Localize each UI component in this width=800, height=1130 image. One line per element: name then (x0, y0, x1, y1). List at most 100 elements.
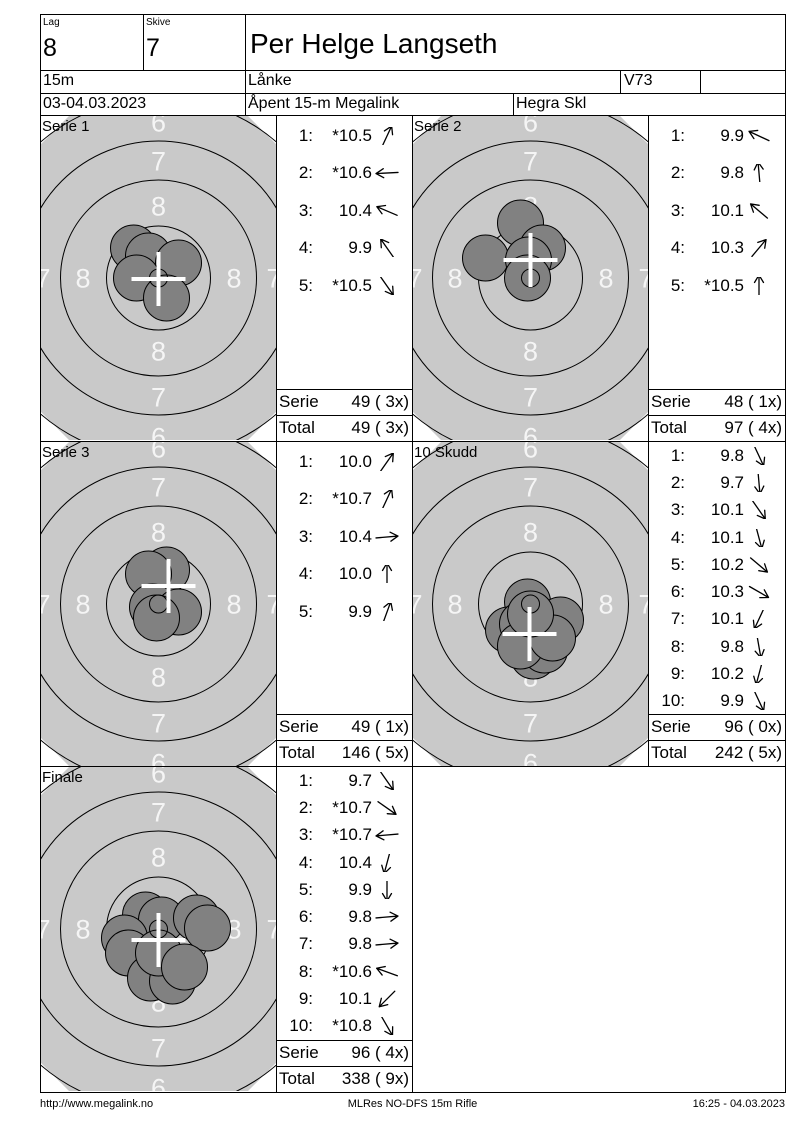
ring-number: 8 (151, 337, 166, 367)
shot-direction-arrow (754, 528, 765, 547)
shot-number: 8: (670, 636, 685, 656)
ring-number: 6 (151, 749, 166, 767)
shot-number: 4: (298, 238, 313, 258)
ring-number: 7 (413, 264, 423, 294)
shot-direction-arrow (376, 965, 398, 977)
shot-value: 10.2 (710, 554, 744, 574)
shot-row: 5: 9.9 (276, 593, 412, 631)
shot-row: 5: *10.5 (648, 267, 785, 305)
v-divider (620, 70, 621, 94)
shot-value: 10.1 (710, 200, 744, 220)
h-divider (40, 115, 786, 116)
shot-number: 9: (298, 989, 313, 1009)
shot-number: 2: (298, 163, 313, 183)
ring-number: 7 (151, 147, 166, 177)
shot-direction-arrow (753, 665, 764, 684)
shot-number: 5: (670, 275, 685, 295)
shot-direction-arrow (752, 610, 765, 629)
sum-divider (276, 714, 412, 715)
ring-number: 7 (41, 915, 51, 945)
ring-number: 7 (151, 473, 166, 503)
sum-divider (276, 389, 412, 390)
venue: Lånke (248, 72, 292, 89)
ring-number: 8 (598, 264, 613, 294)
ring-number: 7 (151, 1034, 166, 1064)
serie-value: 49 ( 1x) (351, 717, 409, 736)
shot-number: 2: (670, 472, 685, 492)
shot-direction-arrow (753, 276, 765, 295)
panel-label: Finale (42, 769, 83, 786)
v-divider (40, 14, 41, 1093)
shot-value: 10.4 (338, 526, 372, 546)
sum-divider (648, 714, 785, 715)
mean-point-crosshair (131, 913, 186, 967)
shot-row: 7: 9.8 (276, 931, 412, 958)
shot-row: 4: 10.3 (648, 230, 785, 268)
ring-number: 8 (151, 843, 166, 873)
shot-number: 1: (670, 445, 685, 465)
ring-number: 8 (523, 518, 538, 548)
total-label: Total (279, 743, 315, 762)
shot-value: 9.8 (720, 163, 744, 183)
sum-divider (648, 389, 785, 390)
date-range: 03-04.03.2023 (43, 95, 147, 112)
event-name: Åpent 15-m Megalink (248, 95, 400, 112)
shot-hole (133, 594, 180, 642)
shot-direction-arrow (754, 473, 765, 492)
shot-hole (462, 234, 509, 282)
shot-value: 10.0 (338, 451, 372, 471)
shot-row: 5: 9.9 (276, 876, 412, 903)
distance: 15m (43, 72, 75, 89)
shot-row: 8: *10.6 (276, 958, 412, 985)
total-value: 49 ( 3x) (351, 418, 409, 437)
ring-circle (432, 505, 629, 703)
ring-number: 7 (638, 264, 648, 294)
v-divider (700, 70, 701, 94)
shot-value: 10.1 (710, 609, 744, 629)
shot-value: 10.4 (338, 852, 372, 872)
serie-row: Serie 49 ( 1x) (276, 714, 412, 740)
ring-number: 8 (151, 518, 166, 548)
ring-number: 7 (413, 590, 423, 620)
ring-number: 6 (151, 423, 166, 441)
shot-direction-arrow (753, 446, 766, 465)
total-label: Total (279, 418, 315, 437)
shot-row: 1: 9.8 (648, 442, 785, 469)
shooter-class: V73 (624, 72, 653, 89)
ring-number: 8 (151, 192, 166, 222)
h-divider (40, 93, 786, 94)
shot-row: 4: 10.0 (276, 556, 412, 594)
shot-hole (184, 904, 231, 952)
shot-value: 10.1 (710, 500, 744, 520)
shot-value: 10.3 (710, 582, 744, 602)
mean-point-crosshair (131, 252, 186, 306)
shot-value: 9.9 (348, 601, 372, 621)
shot-number: 5: (298, 275, 313, 295)
shot-value: 9.8 (720, 636, 744, 656)
shot-row: 5: *10.5 (276, 267, 412, 305)
shot-row: 1: 9.7 (276, 767, 412, 794)
shot-row: 9: 10.2 (648, 660, 785, 687)
shot-hole (504, 254, 551, 302)
shot-direction-arrow (753, 692, 766, 711)
shot-value: 10.1 (710, 527, 744, 547)
ring-number: 7 (41, 264, 51, 294)
sum-divider (276, 1066, 412, 1067)
shot-value: 10.2 (710, 664, 744, 684)
ring-circle (60, 830, 257, 1028)
h-divider (40, 70, 786, 71)
ring-number: 7 (266, 915, 276, 945)
serie-value: 49 ( 3x) (351, 392, 409, 411)
shot-direction-arrow (380, 452, 394, 471)
shot-direction-arrow (380, 239, 394, 258)
ring-number: 8 (75, 915, 90, 945)
shooter-name: Per Helge Langseth (250, 28, 498, 59)
total-row: Total 338 ( 9x) (276, 1066, 412, 1092)
shot-number: 2: (298, 797, 313, 817)
ring-number: 6 (151, 442, 166, 464)
shot-direction-arrow (380, 771, 394, 790)
total-row: Total 49 ( 3x) (276, 415, 412, 441)
